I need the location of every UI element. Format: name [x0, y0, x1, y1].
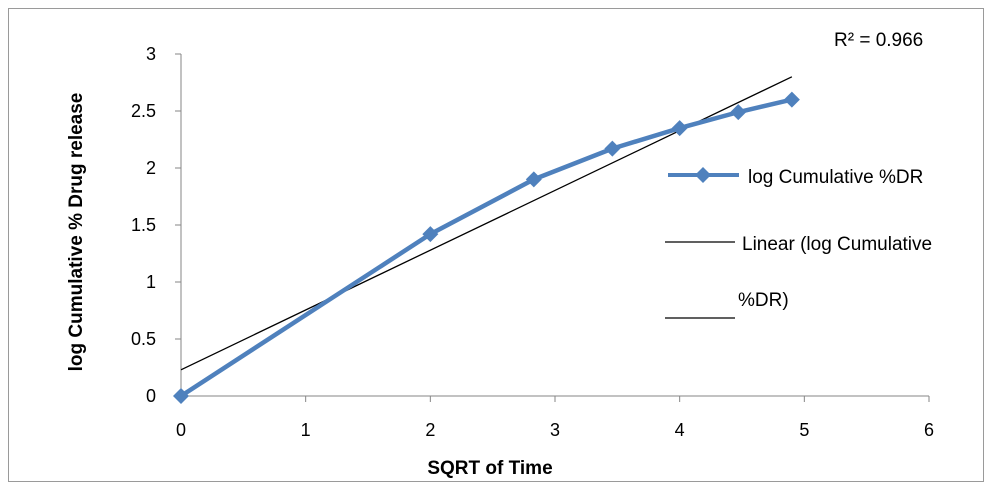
data-point: [525, 171, 542, 188]
y-axis-ticks: 0 0.5 1 1.5 2 2.5 3: [131, 44, 181, 406]
data-point: [671, 120, 688, 137]
x-tick-label: 3: [550, 420, 560, 440]
r-squared-annotation: R² = 0.966: [834, 30, 923, 51]
y-axis-title: log Cumulative % Drug release: [66, 93, 87, 372]
x-tick-label: 4: [675, 420, 685, 440]
y-tick-label: 2.5: [131, 101, 156, 121]
x-axis-ticks: 0 1 2 3 4 5 6: [176, 396, 934, 440]
data-point: [604, 140, 621, 157]
y-tick-label: 1: [146, 272, 156, 292]
x-tick-label: 1: [301, 420, 311, 440]
x-tick-label: 6: [924, 420, 934, 440]
chart-frame: [8, 8, 984, 482]
data-point: [173, 388, 189, 404]
x-axis-title: SQRT of Time: [427, 458, 552, 479]
x-tick-label: 5: [799, 420, 809, 440]
y-tick-label: 2: [146, 158, 156, 178]
legend-series-marker: [695, 167, 711, 183]
x-tick-label: 2: [425, 420, 435, 440]
data-point: [730, 104, 747, 121]
y-tick-label: 1.5: [131, 215, 156, 235]
legend-trend-label-line2: %DR): [738, 290, 789, 311]
legend-series-label: log Cumulative %DR: [748, 167, 923, 188]
y-tick-label: 3: [146, 44, 156, 64]
y-tick-label: 0: [146, 386, 156, 406]
legend: log Cumulative %DR Linear (log Cumulativ…: [665, 167, 932, 319]
y-tick-label: 0.5: [131, 329, 156, 349]
series-line: [179, 97, 793, 398]
data-point: [783, 91, 800, 108]
legend-trend-label-line1: Linear (log Cumulative: [742, 234, 932, 255]
series-group: [173, 91, 800, 404]
data-point: [422, 226, 439, 243]
x-tick-label: 0: [176, 420, 186, 440]
